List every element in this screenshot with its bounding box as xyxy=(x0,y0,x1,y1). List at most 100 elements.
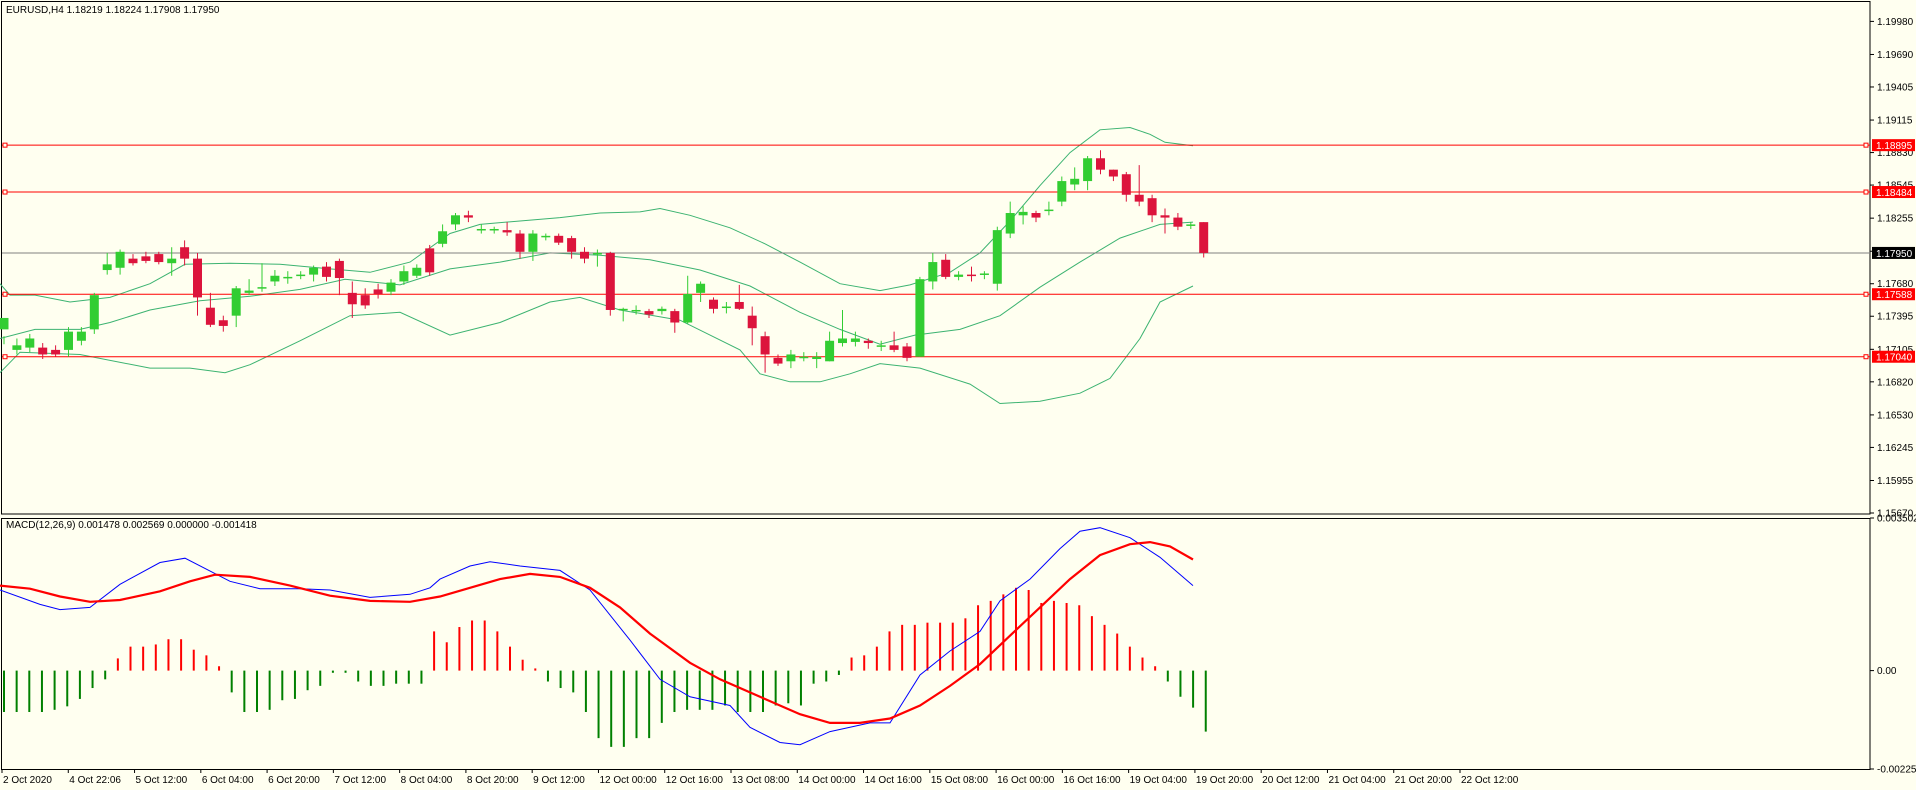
candle xyxy=(244,279,254,296)
price-tick-label: 1.17105 xyxy=(1877,345,1914,356)
time-tick-label: 13 Oct 08:00 xyxy=(732,775,790,786)
symbol-header: EURUSD,H4 1.18219 1.18224 1.17908 1.1795… xyxy=(6,5,220,16)
candle-body xyxy=(644,311,654,315)
candle xyxy=(941,254,951,280)
candle-body xyxy=(1018,211,1028,216)
candle-body xyxy=(489,228,499,231)
candle xyxy=(605,251,615,316)
candle-body xyxy=(76,331,86,341)
candle-body xyxy=(554,235,564,243)
candle-body xyxy=(451,215,460,225)
candle-body xyxy=(747,315,757,329)
macd-signal-line xyxy=(0,540,1194,725)
candle-body xyxy=(1160,215,1170,218)
candle xyxy=(683,275,693,324)
candle xyxy=(322,262,331,282)
candle xyxy=(1018,206,1028,225)
level-anchor-left xyxy=(2,354,8,360)
time-tick-label: 8 Oct 20:00 xyxy=(467,775,519,786)
candle-body xyxy=(154,254,164,263)
price-tick-label: 1.15670 xyxy=(1877,509,1914,520)
candle xyxy=(618,307,628,322)
candle-body xyxy=(244,290,254,293)
candle-body xyxy=(128,258,138,264)
candle xyxy=(1199,222,1209,258)
candle-body xyxy=(12,345,22,350)
candle xyxy=(876,340,886,352)
time-tick-label: 9 Oct 12:00 xyxy=(533,775,585,786)
candle-body xyxy=(0,317,9,330)
candle-body xyxy=(992,230,1002,284)
time-tick-label: 6 Oct 04:00 xyxy=(202,775,254,786)
time-tick-label: 2 Oct 2020 xyxy=(3,775,52,786)
candle-body xyxy=(928,262,938,282)
candle-body xyxy=(541,235,551,238)
candle-body xyxy=(760,336,770,355)
candle xyxy=(528,230,538,261)
candle xyxy=(205,292,215,328)
candle-body xyxy=(967,274,976,277)
candle-body xyxy=(463,215,473,218)
candle-body xyxy=(876,345,886,347)
time-tick-label: 4 Oct 22:06 xyxy=(69,775,121,786)
level-price-tag-label: 1.17040 xyxy=(1876,353,1913,364)
candle-body xyxy=(1031,213,1041,218)
candle-body xyxy=(231,288,241,316)
time-tick-label: 5 Oct 12:00 xyxy=(136,775,188,786)
candle xyxy=(425,244,435,276)
candle xyxy=(979,271,989,280)
candle-body xyxy=(850,338,860,342)
candle-body xyxy=(1108,169,1118,177)
time-tick-label: 19 Oct 20:00 xyxy=(1196,775,1254,786)
candle-body xyxy=(386,282,396,292)
candle-body xyxy=(605,252,615,310)
candle xyxy=(257,263,267,292)
candle xyxy=(760,331,770,373)
candle-body xyxy=(25,338,35,348)
candle-body xyxy=(954,274,964,277)
candle xyxy=(334,258,344,296)
candle-body xyxy=(812,356,822,360)
candle xyxy=(463,210,473,223)
candle xyxy=(825,331,835,362)
candle-body xyxy=(89,295,99,330)
candle-body xyxy=(412,267,422,276)
candle-body xyxy=(115,251,125,268)
candle xyxy=(51,345,61,357)
candle-body xyxy=(1173,217,1183,227)
candle-body xyxy=(670,311,680,323)
horizontal-levels[interactable] xyxy=(2,142,1870,360)
bollinger-upper-line xyxy=(0,126,1194,303)
candle xyxy=(167,247,177,276)
candle xyxy=(954,271,964,281)
candle-body xyxy=(721,306,731,309)
candle-body xyxy=(270,275,280,282)
candle-body xyxy=(438,231,448,244)
level-anchor-right xyxy=(1863,142,1869,148)
price-tick-label: 1.15955 xyxy=(1877,476,1914,487)
candle-body xyxy=(528,233,538,252)
level-price-tag xyxy=(1872,288,1915,301)
price-tick-label: 1.18255 xyxy=(1877,214,1914,225)
candle xyxy=(902,343,912,362)
time-tick-label: 19 Oct 04:00 xyxy=(1130,775,1188,786)
candle-body xyxy=(373,289,383,294)
candle xyxy=(296,271,306,280)
candle xyxy=(141,251,151,264)
candle-body xyxy=(1134,194,1144,202)
price-tick-label: 1.16820 xyxy=(1877,377,1914,388)
candle xyxy=(915,276,925,357)
candle xyxy=(812,352,822,369)
time-tick-label: 22 Oct 12:00 xyxy=(1461,775,1519,786)
price-tick-label: 1.17395 xyxy=(1877,312,1914,323)
candle-body xyxy=(102,264,112,271)
time-tick-label: 7 Oct 12:00 xyxy=(334,775,386,786)
time-tick-label: 12 Oct 00:00 xyxy=(599,775,657,786)
time-tick-label: 14 Oct 16:00 xyxy=(865,775,923,786)
candle xyxy=(38,343,48,360)
candle-body xyxy=(580,251,589,259)
candle xyxy=(64,327,73,357)
time-tick-label: 21 Oct 04:00 xyxy=(1328,775,1386,786)
macd-header: MACD(12,26,9) 0.001478 0.002569 0.000000… xyxy=(6,520,257,531)
